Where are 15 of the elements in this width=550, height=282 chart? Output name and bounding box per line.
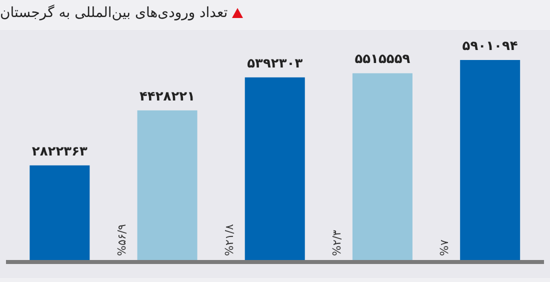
bar bbox=[137, 110, 198, 262]
data-label: ۵۹۰۱۰۹۴ bbox=[462, 39, 518, 54]
chart-title: تعداد ورودی‌های بین‌المللی به گرجستان bbox=[0, 5, 228, 21]
bar bbox=[460, 60, 520, 262]
bar bbox=[30, 165, 90, 262]
bar bbox=[352, 73, 412, 262]
annotation: %۲/۳ bbox=[330, 230, 344, 256]
data-label: ۴۴۲۸۲۲۱ bbox=[140, 89, 196, 104]
bar bbox=[244, 77, 305, 262]
data-label: ۲۸۲۲۳۶۳ bbox=[32, 144, 88, 160]
data-label: ۵۳۹۲۳۰۳ bbox=[247, 56, 303, 72]
annotation: %۲۱/۸ bbox=[222, 224, 236, 256]
annotation: %۵۶/۹ bbox=[115, 224, 128, 256]
annotation: %۷ bbox=[438, 240, 452, 256]
data-label: ۵۵۱۵۵۵۹ bbox=[354, 52, 410, 68]
